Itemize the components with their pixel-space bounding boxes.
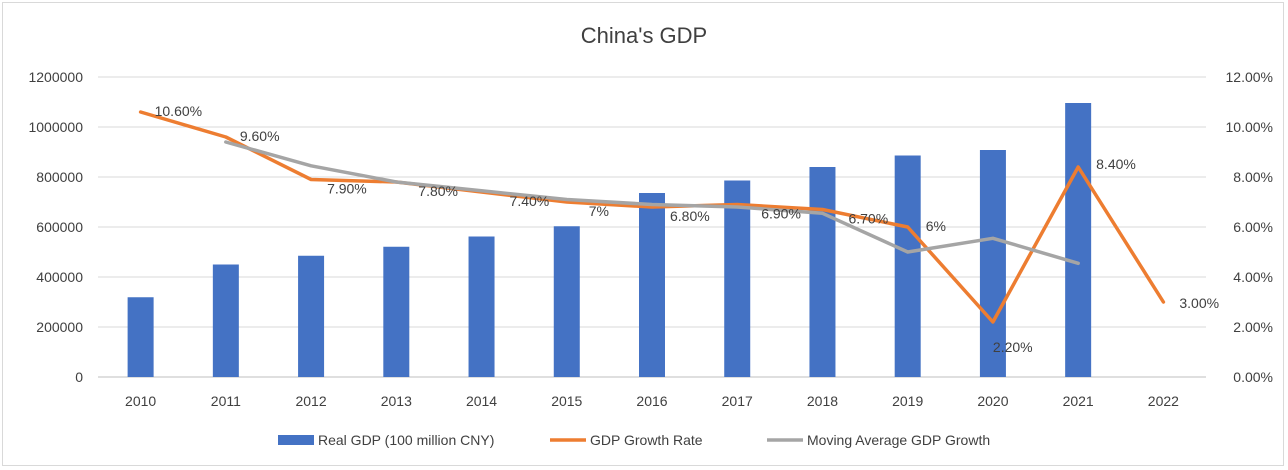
legend: Real GDP (100 million CNY) GDP Growth Rat… (278, 432, 990, 448)
y-right-tick-label: 8.00% (1233, 169, 1273, 185)
y-left-tick-label: 800000 (36, 169, 83, 185)
bar-series (127, 103, 1092, 377)
y-left-tick-label: 600000 (36, 219, 83, 235)
legend-swatch-bar (278, 435, 314, 445)
y-left-tick-label: 1000000 (28, 119, 83, 135)
axes: 0 200000 400000 600000 800000 1000000 1200000 0… (28, 69, 1273, 409)
y-right-tick-label: 0.00% (1233, 369, 1273, 385)
growth-data-label: 7% (589, 203, 609, 219)
x-tick-label: 2018 (807, 393, 838, 409)
growth-rate-line (138, 110, 1166, 324)
gdp-bar (468, 236, 495, 377)
y-right-tick-label: 6.00% (1233, 219, 1273, 235)
growth-data-label: 8.40% (1096, 156, 1136, 172)
y-left-tick-label: 1200000 (28, 69, 83, 85)
x-tick-label: 2015 (551, 393, 582, 409)
growth-data-label: 7.90% (327, 181, 367, 197)
gdp-bar (809, 167, 836, 377)
gdp-bar (724, 180, 751, 377)
x-tick-label: 2021 (1063, 393, 1094, 409)
moving-average-line (224, 140, 1080, 266)
gdp-bar (212, 264, 239, 377)
gdp-combo-chart: China's GDP 10.60% 9.60% 7.90% 7.80% 7.40% 7%… (28, 23, 1273, 448)
x-tick-label: 2016 (636, 393, 667, 409)
growth-data-label: 7.80% (418, 183, 458, 199)
gdp-bar (979, 150, 1006, 377)
growth-data-label: 9.60% (240, 128, 280, 144)
legend-label: Moving Average GDP Growth (807, 432, 990, 448)
y-right-tick-label: 4.00% (1233, 269, 1273, 285)
legend-label: GDP Growth Rate (590, 432, 703, 448)
x-tick-label: 2012 (295, 393, 326, 409)
x-tick-label: 2014 (466, 393, 497, 409)
gdp-bar (1065, 103, 1092, 377)
data-labels: 10.60% 9.60% 7.90% 7.80% 7.40% 7% 6.80% 6.90% 6.… (155, 103, 1219, 355)
x-tick-label: 2022 (1148, 393, 1179, 409)
x-tick-label: 2017 (722, 393, 753, 409)
growth-data-label: 6.70% (848, 211, 888, 227)
legend-label: Real GDP (100 million CNY) (318, 432, 494, 448)
gdp-bar (894, 155, 921, 377)
growth-data-label: 10.60% (155, 103, 202, 119)
gdp-bar (639, 193, 665, 377)
gdp-bar (383, 246, 410, 377)
y-left-tick-label: 400000 (36, 269, 83, 285)
y-left-tick-label: 200000 (36, 319, 83, 335)
gdp-bar (298, 255, 325, 377)
y-right-tick-label: 2.00% (1233, 319, 1273, 335)
chart-title: China's GDP (581, 23, 707, 48)
growth-data-label: 2.20% (993, 339, 1033, 355)
gdp-bar (127, 297, 154, 377)
x-tick-label: 2013 (381, 393, 412, 409)
growth-data-label: 6% (926, 218, 946, 234)
growth-data-label: 6.80% (670, 208, 710, 224)
x-tick-label: 2019 (892, 393, 923, 409)
y-right-tick-label: 10.00% (1226, 119, 1273, 135)
y-left-tick-label: 0 (75, 369, 83, 385)
line-series (138, 110, 1166, 324)
growth-data-label: 3.00% (1179, 295, 1219, 311)
growth-data-label: 6.90% (761, 206, 801, 222)
y-right-tick-label: 12.00% (1226, 69, 1273, 85)
x-tick-label: 2020 (977, 393, 1008, 409)
growth-data-label: 7.40% (510, 193, 550, 209)
x-tick-label: 2010 (125, 393, 156, 409)
x-tick-label: 2011 (211, 393, 241, 409)
gdp-bar (553, 226, 580, 377)
